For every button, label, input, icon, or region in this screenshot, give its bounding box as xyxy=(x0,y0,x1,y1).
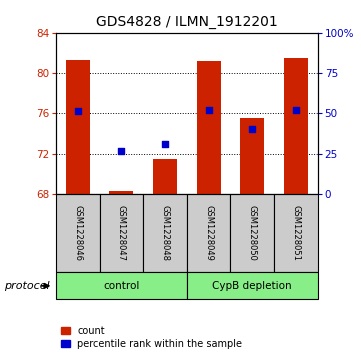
Bar xyxy=(187,194,230,272)
Legend: count, percentile rank within the sample: count, percentile rank within the sample xyxy=(61,326,242,349)
Text: GSM1228050: GSM1228050 xyxy=(248,205,257,261)
Point xyxy=(206,107,212,113)
Bar xyxy=(109,191,133,194)
Bar xyxy=(56,194,100,272)
Text: GSM1228046: GSM1228046 xyxy=(73,205,82,261)
Text: protocol: protocol xyxy=(4,281,49,291)
Point xyxy=(249,126,255,131)
Bar xyxy=(240,118,264,194)
Text: GSM1228051: GSM1228051 xyxy=(291,205,300,261)
Bar xyxy=(56,272,187,299)
Point xyxy=(118,148,124,154)
Title: GDS4828 / ILMN_1912201: GDS4828 / ILMN_1912201 xyxy=(96,15,278,29)
Text: GSM1228048: GSM1228048 xyxy=(161,205,170,261)
Bar xyxy=(100,194,143,272)
Point xyxy=(75,109,81,114)
Point xyxy=(162,141,168,147)
Bar xyxy=(153,159,177,194)
Bar xyxy=(284,58,308,194)
Bar xyxy=(187,272,318,299)
Bar xyxy=(230,194,274,272)
Point xyxy=(293,107,299,113)
Text: CypB depletion: CypB depletion xyxy=(212,281,292,291)
Text: GSM1228049: GSM1228049 xyxy=(204,205,213,261)
Bar xyxy=(143,194,187,272)
Text: GSM1228047: GSM1228047 xyxy=(117,205,126,261)
Bar xyxy=(66,60,90,194)
Bar xyxy=(274,194,318,272)
Bar xyxy=(197,61,221,194)
Text: control: control xyxy=(103,281,140,291)
